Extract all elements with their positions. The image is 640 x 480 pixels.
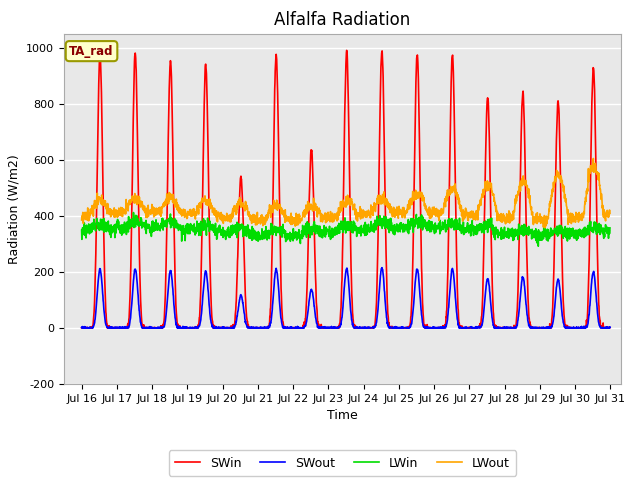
LWout [574, 214, 582, 220]
SWin [343, 48, 351, 53]
SWout [378, 265, 386, 271]
LWout [361, 213, 369, 218]
SWin [606, 325, 614, 331]
Y-axis label: Radiation (W/m2): Radiation (W/m2) [8, 154, 20, 264]
LWout [78, 217, 86, 223]
Line: SWin: SWin [82, 50, 610, 328]
SWin [559, 302, 567, 308]
LWin [534, 243, 542, 249]
LWout [541, 225, 548, 231]
SWout [78, 325, 86, 331]
LWin [361, 230, 369, 236]
SWout [560, 321, 568, 326]
SWin [574, 324, 582, 330]
Legend: SWin, SWout, LWin, LWout: SWin, SWout, LWin, LWout [169, 450, 516, 476]
LWout [499, 212, 507, 218]
SWout [225, 325, 233, 331]
Line: LWin: LWin [82, 213, 610, 246]
LWin [225, 235, 233, 240]
Text: TA_rad: TA_rad [69, 45, 114, 58]
X-axis label: Time: Time [327, 409, 358, 422]
SWin [225, 325, 233, 331]
Line: SWout: SWout [82, 268, 610, 328]
SWin [78, 325, 86, 331]
LWout [372, 201, 380, 207]
Title: Alfalfa Radiation: Alfalfa Radiation [275, 11, 410, 29]
LWin [499, 230, 507, 236]
SWout [575, 324, 582, 330]
LWin [372, 218, 380, 224]
LWin [130, 210, 138, 216]
SWout [606, 324, 614, 330]
LWin [78, 228, 86, 233]
Line: LWout: LWout [82, 158, 610, 228]
LWin [560, 230, 568, 236]
SWin [361, 325, 369, 331]
LWout [589, 156, 597, 161]
LWin [575, 230, 582, 236]
LWin [606, 225, 614, 231]
LWout [225, 215, 233, 220]
SWout [78, 324, 86, 330]
SWin [372, 300, 380, 305]
LWout [559, 189, 567, 194]
LWout [606, 211, 614, 216]
SWin [499, 324, 507, 330]
SWout [372, 320, 380, 325]
SWout [500, 324, 508, 330]
SWout [361, 324, 369, 330]
